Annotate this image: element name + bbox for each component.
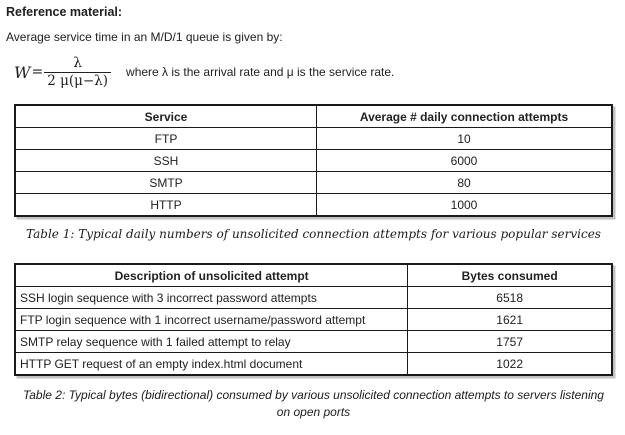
section-heading: Reference material: [6,5,123,19]
table-cell: SSH [14,149,317,172]
table-header-cell: Description of unsolicited attempt [14,263,409,287]
table-header-row: Description of unsolicited attempt Bytes … [14,263,613,287]
table-cell: FTP [14,127,317,150]
reference-material-section: Reference material: Average service time… [6,5,625,419]
services-table: Service Average # daily connection attemp… [14,104,613,217]
table-header-cell: Service [14,104,317,128]
table-row: FTP 10 [14,127,613,150]
table-cell: SSH login sequence with 3 incorrect pass… [14,286,409,309]
table-2-caption: Table 2: Typical bytes (bidirectional) c… [23,388,604,419]
table-header-cell: Average # daily connection attempts [315,104,613,128]
formula-numerator: λ [73,54,82,71]
table-row: SSH login sequence with 3 incorrect pass… [14,286,613,309]
table-cell: 1621 [407,308,613,331]
table-row: SSH 6000 [14,149,613,172]
table-row: FTP login sequence with 1 incorrect user… [14,308,613,331]
table-cell: HTTP GET request of an empty index.html … [14,352,409,376]
table-cell: 6000 [315,149,613,172]
table-cell: 10 [315,127,613,150]
table-header-cell: Bytes consumed [407,263,613,287]
mdq-formula: W = λ 2 μ(μ−λ) where λ is the arrival rate … [14,51,625,93]
formula-denominator: 2 μ(μ−λ) [44,71,112,90]
table-row: SMTP relay sequence with 1 failed attemp… [14,330,613,353]
bytes-consumed-table: Description of unsolicited attempt Bytes … [14,263,613,376]
table-header-row: Service Average # daily connection attemp… [14,104,613,128]
table-1-caption: Table 1: Typical daily numbers of unsoli… [26,227,601,241]
table-cell: SMTP relay sequence with 1 failed attemp… [14,330,409,353]
table-cell: 1757 [407,330,613,353]
formula-equals-sign: = [31,64,44,80]
table-cell: HTTP [14,193,317,217]
table-cell: FTP login sequence with 1 incorrect user… [14,308,409,331]
table-row: SMTP 80 [14,171,613,194]
table-row: HTTP 1000 [14,193,613,217]
table-cell: 6518 [407,286,613,309]
table-row: HTTP GET request of an empty index.html … [14,352,613,376]
table-cell: 1022 [407,352,613,376]
table-cell: 80 [315,171,613,194]
table-cell: 1000 [315,193,613,217]
table-cell: SMTP [14,171,317,194]
formula-variable-w: W [14,62,31,82]
intro-text: Average service time in an M/D/1 queue i… [6,30,283,44]
formula-note: where λ is the arrival rate and μ is the… [126,65,395,79]
